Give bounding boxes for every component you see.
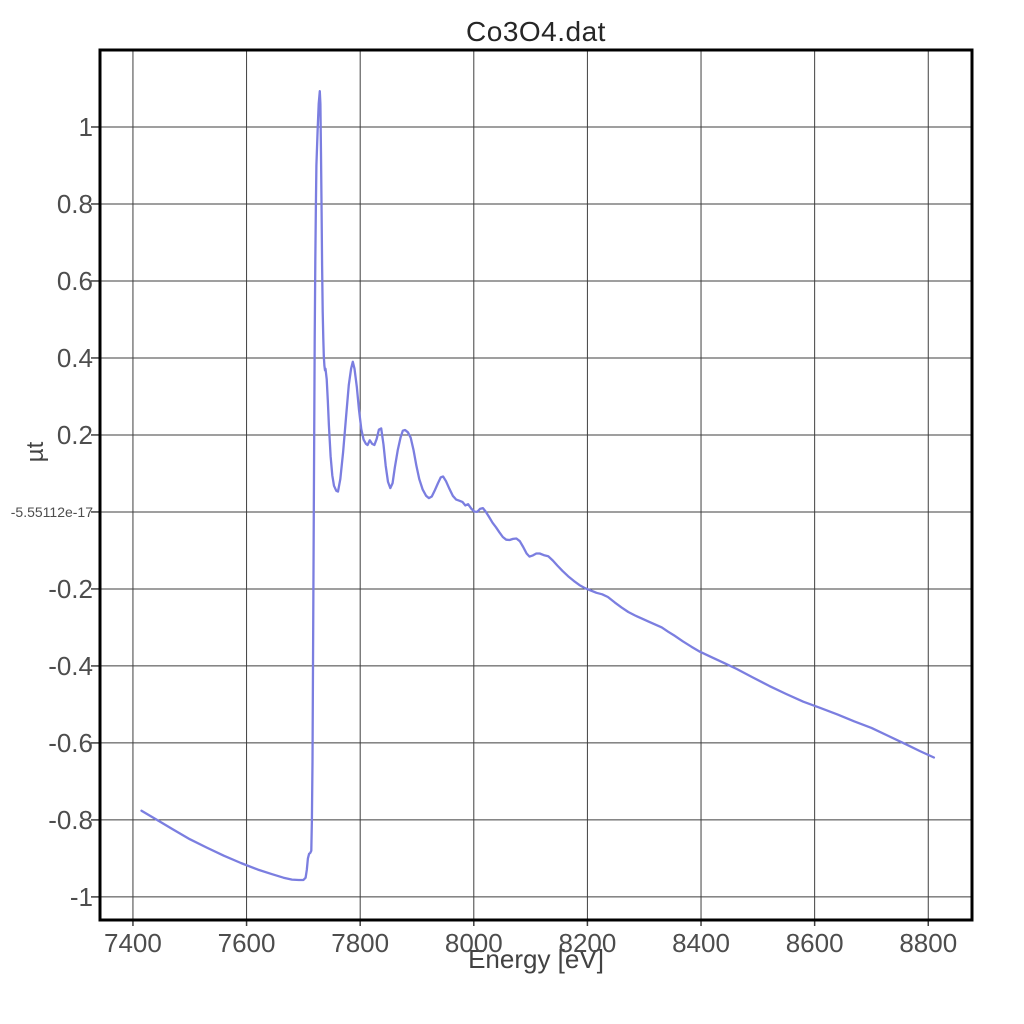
plot-border xyxy=(98,48,974,922)
y-tick-label: -0.8 xyxy=(48,804,93,835)
y-tick-label: -1 xyxy=(69,881,93,912)
y-tick-label: 0.6 xyxy=(56,265,93,296)
y-tick-label: 1 xyxy=(78,111,93,142)
x-axis-label: Energy [eV] xyxy=(468,944,604,974)
y-tick-label: 0.2 xyxy=(56,419,93,450)
x-tick-label: 7600 xyxy=(217,928,276,958)
x-tick-label: 8800 xyxy=(899,928,958,958)
x-tick-label: 8600 xyxy=(785,928,844,958)
y-tick-label: -5.55112e-17 xyxy=(10,503,93,520)
y-tick-label: 0.8 xyxy=(56,188,93,219)
chart-title: Co3O4.dat xyxy=(466,16,606,47)
y-tick-label: -0.2 xyxy=(48,573,93,604)
y-tick-label: 0.4 xyxy=(56,342,93,373)
y-tick-label: -0.4 xyxy=(48,650,93,681)
x-tick-label: 8000 xyxy=(444,928,503,958)
y-tick-label: -0.6 xyxy=(48,727,93,758)
data-line xyxy=(140,90,936,882)
x-tick-label: 8200 xyxy=(558,928,617,958)
x-tick-label: 8400 xyxy=(672,928,730,958)
x-tick-label: 7400 xyxy=(104,928,162,958)
x-tick-label: 7800 xyxy=(331,928,390,958)
